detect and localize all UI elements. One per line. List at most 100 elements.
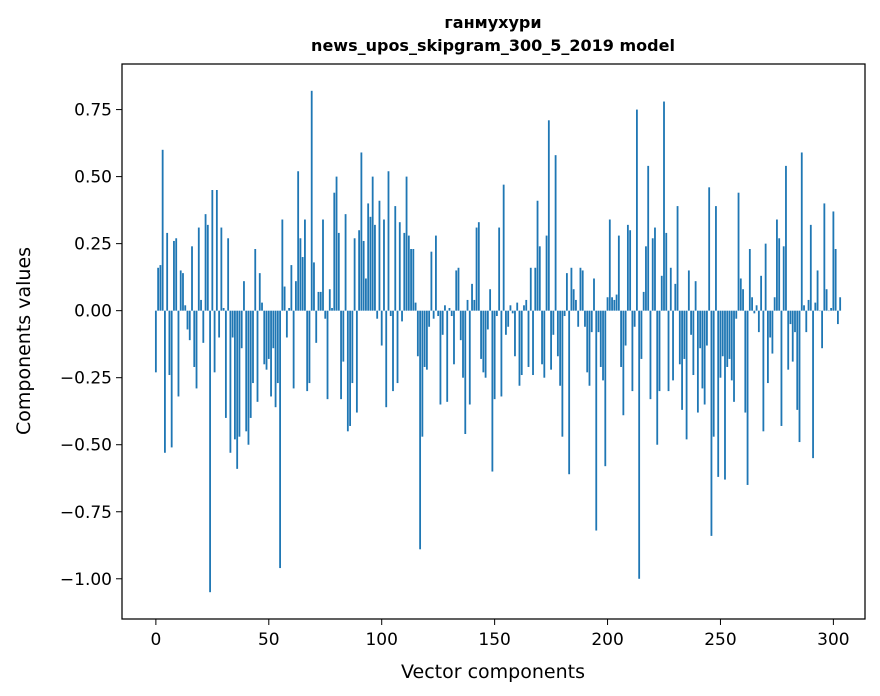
bar (735, 310, 738, 319)
bar (473, 299, 476, 311)
bar (188, 310, 191, 341)
bar (692, 310, 695, 376)
bar (365, 278, 367, 311)
bar (274, 310, 277, 408)
bar (778, 238, 781, 311)
bar (392, 310, 394, 392)
bar (389, 310, 392, 317)
bar (423, 310, 426, 367)
bar (559, 310, 562, 386)
bar (638, 310, 641, 579)
bar (247, 310, 250, 445)
bar (816, 270, 819, 311)
bar (315, 310, 318, 343)
bar (572, 289, 575, 311)
y-tick-label: 0.75 (74, 101, 112, 121)
bar (669, 267, 672, 311)
bar (191, 246, 193, 311)
bar (715, 206, 717, 311)
bar (599, 310, 602, 367)
bar (371, 176, 374, 311)
bar (800, 152, 803, 311)
bar (782, 246, 785, 311)
bar (579, 267, 582, 311)
bar (762, 310, 765, 432)
bar (712, 310, 715, 437)
bar (821, 310, 823, 349)
bar (825, 289, 828, 311)
bar (809, 224, 812, 311)
bar (687, 270, 690, 311)
bar (807, 299, 810, 311)
bar (430, 251, 433, 311)
bar (642, 291, 645, 311)
bar (243, 281, 245, 311)
bar (651, 238, 654, 311)
bar (326, 310, 329, 400)
bar (660, 275, 663, 311)
bar (234, 310, 236, 440)
bar (410, 249, 412, 311)
bar (428, 310, 431, 327)
bar (200, 299, 202, 311)
bar (360, 152, 363, 311)
bar (516, 302, 519, 311)
bar (611, 297, 613, 311)
bar (832, 211, 835, 311)
bar (543, 310, 546, 378)
bar (794, 310, 796, 333)
bar (416, 310, 419, 357)
bar (498, 227, 501, 311)
bar (378, 200, 381, 311)
bar (744, 310, 747, 413)
bar (258, 273, 261, 311)
bar (294, 281, 297, 311)
bar (597, 310, 600, 333)
bar (267, 310, 270, 359)
bar (238, 310, 241, 437)
bar (464, 310, 467, 434)
bar (525, 299, 528, 311)
bar (367, 203, 370, 311)
bar (337, 232, 340, 311)
x-axis-label: Vector components (401, 661, 585, 683)
bar (523, 305, 525, 311)
bar (306, 310, 309, 392)
bar (626, 224, 629, 311)
bar (717, 310, 720, 477)
bar (441, 310, 444, 335)
bar (184, 305, 187, 311)
bar (471, 283, 473, 311)
bar (224, 310, 227, 418)
bar (631, 310, 634, 392)
bar (742, 289, 744, 311)
x-tick-label: 200 (591, 630, 623, 650)
bar (760, 275, 763, 311)
y-tick-label: 0.00 (74, 302, 112, 322)
bar (475, 227, 478, 311)
bar (491, 310, 494, 472)
bar (297, 171, 300, 311)
bar (518, 310, 521, 386)
bar (335, 176, 338, 311)
bar (658, 310, 661, 392)
bar (401, 310, 403, 322)
bar (776, 219, 778, 311)
bar (193, 310, 196, 367)
bar (179, 270, 182, 311)
bar (532, 310, 534, 376)
bar (256, 310, 259, 402)
bar (674, 283, 677, 311)
bar (681, 310, 683, 410)
plot-frame (121, 63, 866, 620)
bar (505, 310, 507, 335)
bar (547, 120, 550, 311)
bar (683, 310, 686, 359)
bar (796, 310, 799, 410)
bar (281, 219, 284, 311)
bar (703, 310, 706, 405)
bar (509, 305, 512, 311)
bar (308, 310, 311, 384)
bar (421, 310, 424, 437)
